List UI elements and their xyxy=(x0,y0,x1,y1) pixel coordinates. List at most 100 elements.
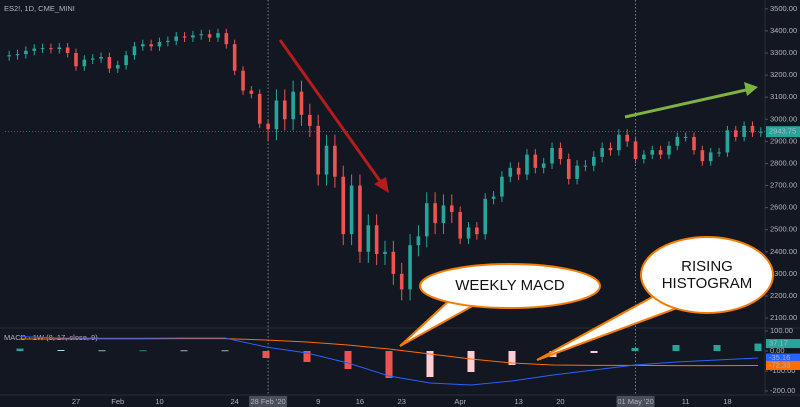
candle-body xyxy=(642,154,646,160)
y-tick-label: -200.00 xyxy=(770,386,795,395)
candle-body xyxy=(533,154,538,168)
x-tick-label: 28 Feb '20 xyxy=(250,397,285,406)
candle-body xyxy=(416,236,421,246)
candle-body xyxy=(516,167,521,175)
candle-body xyxy=(232,44,237,71)
candle-body xyxy=(324,145,329,175)
candle-body xyxy=(608,147,613,151)
y-tick-label: 2300.00 xyxy=(770,269,797,278)
candle-body xyxy=(541,163,546,168)
value-tag-bg xyxy=(766,339,800,349)
candle-body xyxy=(224,33,229,45)
histogram-bar xyxy=(631,348,639,351)
candle-body xyxy=(90,58,95,60)
value-tag-bg xyxy=(766,360,800,370)
candle-body xyxy=(600,147,604,157)
candle-body xyxy=(15,54,20,56)
histogram-bar xyxy=(385,351,393,378)
candle-body xyxy=(508,167,513,177)
candle-body xyxy=(742,125,746,137)
y-tick-label: 2800.00 xyxy=(770,158,797,167)
candle-body xyxy=(667,145,671,155)
callout-text: WEEKLY MACD xyxy=(455,277,565,294)
date-highlight xyxy=(249,396,288,407)
candle-body xyxy=(191,35,195,38)
y-tick-label: -100.00 xyxy=(770,366,795,375)
histogram-bar xyxy=(262,351,270,358)
histogram-bar xyxy=(672,345,680,351)
candle-body xyxy=(132,46,137,56)
red-arrow xyxy=(278,39,382,182)
candle-body xyxy=(374,225,379,255)
candle-body xyxy=(692,136,696,151)
candle-body xyxy=(241,70,245,91)
candle-body xyxy=(308,114,312,126)
y-tick-label: 2200.00 xyxy=(770,291,797,300)
candle-body xyxy=(115,65,120,69)
candle-body xyxy=(149,44,153,47)
candle-body xyxy=(450,205,454,213)
x-tick-label: 11 xyxy=(682,397,690,406)
candle-body xyxy=(441,205,446,224)
callouts xyxy=(399,236,774,361)
red-arrowhead xyxy=(374,177,389,193)
candle-body xyxy=(341,176,346,235)
candle-body xyxy=(366,225,371,252)
candle-body xyxy=(24,50,28,55)
candle-body xyxy=(725,130,730,153)
candle-body xyxy=(141,44,145,47)
candle-body xyxy=(558,147,563,160)
candle-body xyxy=(625,134,629,142)
candle-body xyxy=(583,165,588,167)
x-tick-label: 13 xyxy=(514,397,522,406)
candle-body xyxy=(182,36,187,38)
candle-body xyxy=(99,56,103,59)
histogram-bar xyxy=(16,348,24,351)
histogram-bar xyxy=(221,350,229,352)
candle-body xyxy=(491,196,496,199)
candle-body xyxy=(391,251,396,274)
x-tick-label: Apr xyxy=(454,397,466,406)
candle-body xyxy=(458,212,462,239)
value-tag-bg xyxy=(766,353,800,363)
x-tick-label: 20 xyxy=(556,397,564,406)
x-tick-label: 18 xyxy=(723,397,731,406)
green-arrow xyxy=(624,88,747,119)
y-tick-label: 3300.00 xyxy=(770,48,797,57)
candle-body xyxy=(759,131,763,133)
candle-body xyxy=(500,176,504,197)
y-tick-label: 2700.00 xyxy=(770,181,797,190)
candle-body xyxy=(633,141,638,160)
candle-body xyxy=(433,203,437,224)
histogram-bar xyxy=(467,351,475,372)
x-tick-label: 23 xyxy=(398,397,406,406)
candle-body xyxy=(274,100,279,130)
candle-body xyxy=(282,100,287,120)
histogram-bar xyxy=(139,350,147,352)
candle-body xyxy=(124,55,128,66)
histogram-bar xyxy=(754,343,762,351)
candle-body xyxy=(199,34,204,36)
candle-body xyxy=(358,185,362,252)
candle-body xyxy=(466,227,471,239)
callout xyxy=(419,263,601,309)
candle-body xyxy=(399,273,404,290)
y-tick-label: 3500.00 xyxy=(770,4,797,13)
value-tag: -35.16 xyxy=(769,353,790,362)
y-tick-label: 2400.00 xyxy=(770,247,797,256)
value-tag: 37.17 xyxy=(769,339,788,348)
candle-body xyxy=(424,203,429,237)
y-tick-label: 2100.00 xyxy=(770,313,797,322)
candle-body xyxy=(483,198,488,235)
callout xyxy=(640,236,774,314)
y-tick-label: 2500.00 xyxy=(770,225,797,234)
candle-body xyxy=(74,53,78,67)
candle-body xyxy=(257,93,262,124)
candle-body xyxy=(566,159,571,179)
candle-body xyxy=(207,34,212,38)
green-arrowhead xyxy=(744,82,758,96)
candle-body xyxy=(82,59,87,67)
candle-body xyxy=(617,134,621,151)
candle-body xyxy=(750,125,755,133)
